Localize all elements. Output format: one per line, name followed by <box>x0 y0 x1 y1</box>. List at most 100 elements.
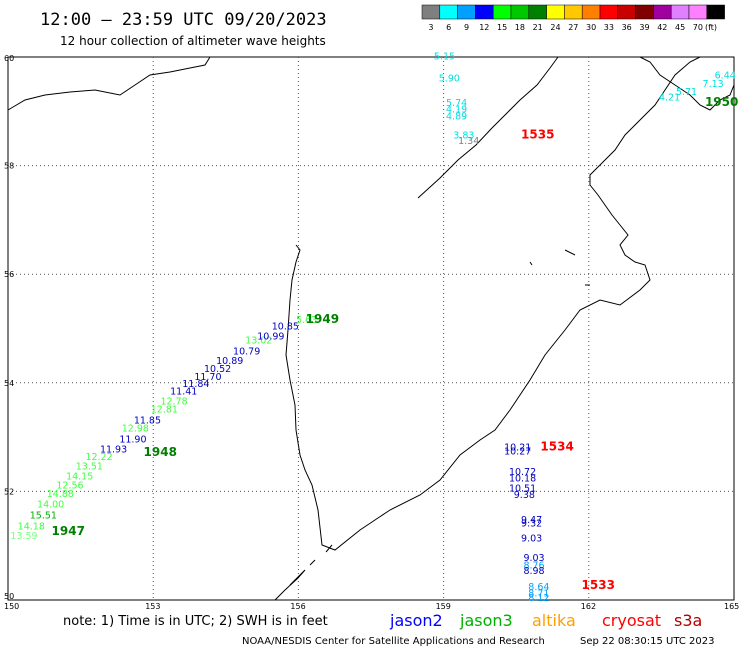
legend-swatch <box>617 4 636 20</box>
wave-height-value: 10.79 <box>233 347 260 358</box>
legend-label: 36 <box>622 23 632 32</box>
pass-time: 1950 <box>705 95 738 109</box>
wave-height-value: 6.44 <box>715 71 736 82</box>
legend-label: 39 <box>639 23 649 32</box>
legend-swatch <box>492 4 512 20</box>
wave-height-value: 10.52 <box>204 364 231 375</box>
legend-swatch <box>688 4 708 20</box>
wave-height-value: 5.74 <box>446 98 467 109</box>
legend-unit: (ft) <box>705 23 717 32</box>
wave-height-value: 11.41 <box>170 387 197 398</box>
credit-line: NOAA/NESDIS Center for Satellite Applica… <box>242 636 545 647</box>
pass-time: 1948 <box>144 445 177 459</box>
wave-height-value: 5.15 <box>434 52 455 63</box>
legend-label: 15 <box>497 23 507 32</box>
wave-height-value: 14.88 <box>47 489 74 500</box>
wave-height-value: 9.47 <box>521 515 542 526</box>
wave-height-value: 4.89 <box>446 111 467 122</box>
wave-height-value: 12.78 <box>160 397 187 408</box>
satellite-name: altika <box>532 611 576 630</box>
wave-height-value: 9.38 <box>514 490 535 501</box>
wave-height-value: 13.02 <box>245 336 272 347</box>
wave-height-value: 8.71 <box>528 589 549 600</box>
kamchatka-west-coast <box>417 56 559 199</box>
lat-label: 58 <box>4 162 14 171</box>
wave-height-value: 8.76 <box>523 561 544 572</box>
pass-time: 1533 <box>582 578 615 592</box>
wave-height-value: 4.21 <box>659 92 680 103</box>
wave-height-value: 5.71 <box>676 87 697 98</box>
wave-height-value: 12.98 <box>122 424 149 435</box>
satellite-legend: jason2 jason3 altika cryosat s3a <box>389 611 702 630</box>
wave-height-value: 10.72 <box>509 467 536 478</box>
wave-height-value: 9.03 <box>521 533 542 544</box>
wave-height-value: 8.98 <box>523 566 544 577</box>
legend-label: 24 <box>550 23 560 32</box>
kamchatka-peninsula <box>285 56 701 551</box>
wave-height-value: 9.32 <box>521 519 542 530</box>
wave-height-value: 15.51 <box>30 511 57 522</box>
wave-height-value: 7.13 <box>703 79 724 90</box>
wave-height-value: 11.93 <box>100 444 127 455</box>
wave-height-value: 10.18 <box>509 474 536 485</box>
lat-label: 50 <box>4 592 14 601</box>
legend-swatch <box>581 4 601 20</box>
wave-height-value: 12.81 <box>151 405 178 416</box>
units-note: note: 1) Time is in UTC; 2) SWH is in fe… <box>63 614 328 629</box>
kuril-islands <box>274 544 333 601</box>
legend-swatch <box>475 4 494 20</box>
lat-label: 60 <box>4 54 14 63</box>
legend-swatch <box>635 4 654 20</box>
legend-label: 12 <box>479 23 489 32</box>
wave-height-value: 10.21 <box>504 443 531 454</box>
wave-height-value: 13.51 <box>76 462 103 473</box>
wave-height-values: 13.5914.1815.5114.0014.8812.5614.1513.51… <box>10 52 735 604</box>
wave-height-value: 8.64 <box>528 582 549 593</box>
legend-label: 45 <box>675 23 685 32</box>
satellite-name: jason3 <box>459 611 513 630</box>
wave-height-value: 4.19 <box>446 104 467 115</box>
wave-height-legend: 3 6 9 12 15 18 21 24 27 30 33 36 39 42 45 70 <box>421 4 725 32</box>
legend-label: 6 <box>446 23 451 32</box>
wave-height-value: 14.15 <box>66 471 93 482</box>
wave-height-value: 11.70 <box>194 372 221 383</box>
pass-time: 1534 <box>540 440 573 454</box>
map-title: 12:00 — 23:59 UTC 09/20/2023 <box>40 10 327 30</box>
legend-label: 18 <box>515 23 525 32</box>
wave-height-value: 11.85 <box>134 416 161 427</box>
pass-time-labels: 1947 1948 1949 1950 1535 1534 1533 <box>52 95 739 592</box>
wave-height-value: 10.89 <box>216 356 243 367</box>
wave-height-value: 11.84 <box>182 379 209 390</box>
wave-height-value: 12.22 <box>85 452 112 463</box>
map-frame <box>7 56 735 601</box>
legend-swatch <box>599 4 619 20</box>
satellite-name: jason2 <box>389 611 443 630</box>
wave-height-value: 5.90 <box>439 73 460 84</box>
lon-label: 153 <box>145 602 160 611</box>
wave-height-value: 14.00 <box>37 500 64 511</box>
pass-time: 1535 <box>521 127 554 141</box>
legend-label: 21 <box>533 23 543 32</box>
satellite-name: cryosat <box>602 611 661 630</box>
legend-swatch <box>706 4 725 20</box>
wave-height-value: 8.12 <box>528 593 549 604</box>
legend-label: 9 <box>464 23 469 32</box>
lat-label: 52 <box>4 487 14 496</box>
wave-height-value: 10.85 <box>272 322 299 333</box>
lon-label: 165 <box>724 602 739 611</box>
legend-swatch <box>564 4 583 20</box>
lat-label: 54 <box>4 379 14 388</box>
legend-label: 70 <box>693 23 703 32</box>
pass-time: 1949 <box>306 312 339 326</box>
wave-height-value: 9.03 <box>523 553 544 564</box>
lon-label: 162 <box>581 602 596 611</box>
map-subtitle: 12 hour collection of altimeter wave hei… <box>60 34 326 48</box>
wave-height-value: 10.51 <box>509 483 536 494</box>
generated-timestamp: Sep 22 08:30:15 UTC 2023 <box>580 636 714 647</box>
wave-height-value: 1.34 <box>458 136 479 147</box>
wave-height-value: 11.90 <box>119 435 146 446</box>
koryak-coast <box>639 56 735 111</box>
legend-label: 3 <box>428 23 433 32</box>
